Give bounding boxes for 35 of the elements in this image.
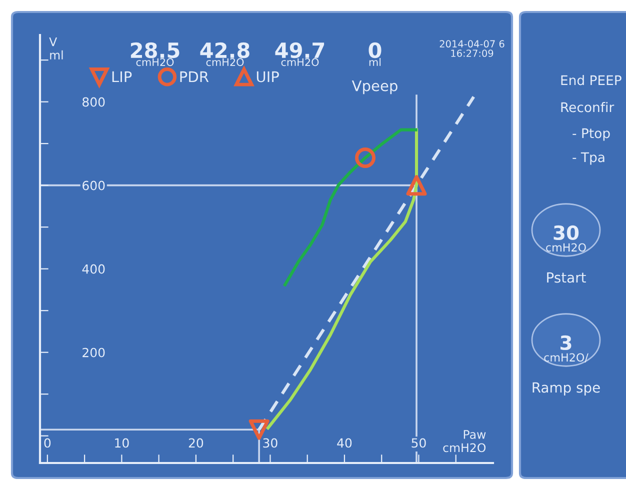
x-tick-label: 40 (337, 438, 352, 448)
annotation: 0 (368, 42, 382, 58)
text: - Tpa (572, 152, 604, 165)
annotation: 2014-04-07 6 16:27:09 (440, 40, 504, 57)
text: cmH2O (546, 243, 586, 252)
annotation: cmH2O (206, 58, 244, 66)
y-tick-label: 600 (82, 180, 105, 190)
annotation: cmH2O (136, 58, 174, 66)
annotation: cmH2O (281, 58, 319, 66)
legend-label: UIP (256, 71, 279, 82)
annotation: ml (369, 58, 381, 66)
x-tick-label: 20 (188, 438, 204, 448)
y-tick-label: 400 (82, 264, 105, 274)
text: End PEEP (561, 75, 622, 86)
text: - Ptop (572, 128, 610, 141)
annotation: 28.5 (130, 42, 180, 58)
x-tick-label: 30 (263, 438, 278, 448)
x-tick-label: 50 (412, 438, 426, 448)
text: Ramp spe (532, 382, 600, 396)
y-axis-title: V ml (49, 38, 63, 60)
y-tick-label: 800 (82, 97, 105, 107)
y-tick-label: 200 (82, 348, 105, 358)
text: 3 (560, 335, 572, 350)
legend-label: LIP (112, 71, 132, 82)
legend-label: PDR (180, 71, 209, 82)
text: cmH2O/ (544, 353, 588, 362)
x-tick-label: 0 (44, 438, 51, 448)
x-axis-title: Paw cmH2O (443, 430, 486, 452)
text: Reconfir (561, 102, 614, 112)
annotation: Vpeep (352, 80, 398, 94)
annotation: 49.7 (275, 42, 324, 58)
x-tick-label: 10 (115, 438, 129, 448)
text: 30 (554, 225, 579, 240)
annotation: 42.8 (200, 42, 250, 58)
text: Pstart (547, 272, 586, 283)
